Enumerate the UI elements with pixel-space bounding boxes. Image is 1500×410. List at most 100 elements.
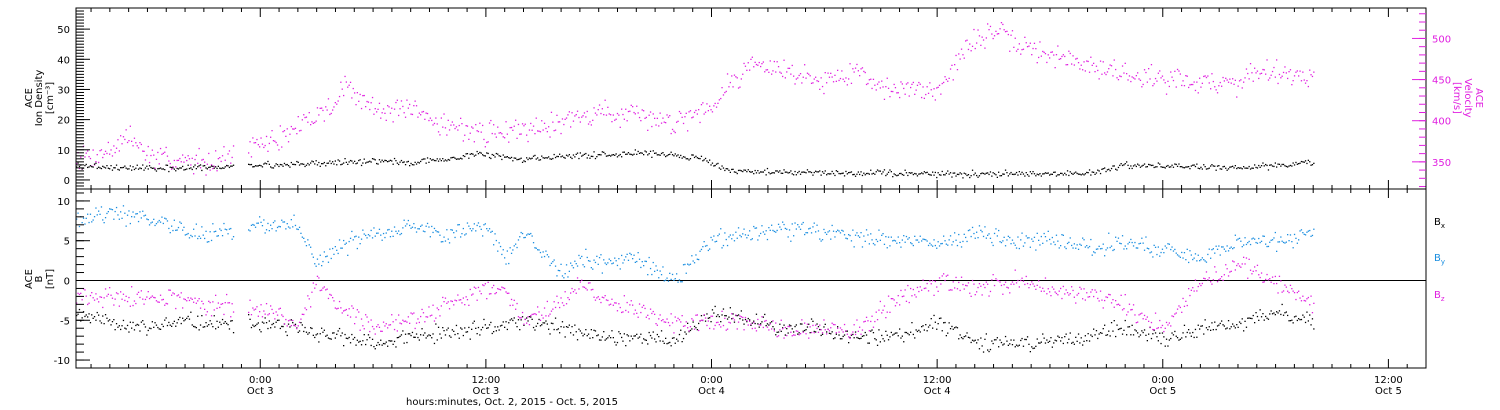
data-point: [1201, 82, 1203, 84]
data-point: [938, 245, 941, 247]
data-point: [388, 340, 390, 342]
data-point: [188, 167, 191, 170]
data-point: [1020, 279, 1022, 282]
data-point: [926, 86, 928, 88]
data-point: [630, 104, 632, 106]
data-point: [1192, 331, 1194, 334]
data-point: [925, 287, 927, 289]
data-point: [465, 125, 467, 127]
data-point: [528, 324, 531, 326]
data-point: [857, 337, 859, 339]
data-point: [868, 330, 870, 332]
data-point: [941, 275, 943, 277]
data-point: [406, 161, 408, 163]
data-point: [899, 304, 901, 306]
data-point: [826, 233, 828, 235]
data-point: [1113, 59, 1115, 61]
data-point: [1223, 274, 1225, 276]
data-point: [619, 268, 621, 270]
data-point: [1094, 71, 1096, 73]
data-point: [1221, 320, 1223, 322]
data-point: [494, 233, 496, 235]
data-point: [879, 341, 881, 343]
data-point: [521, 232, 524, 235]
data-point: [758, 326, 760, 328]
data-point: [1047, 288, 1049, 290]
data-point: [151, 295, 153, 297]
data-point: [1204, 75, 1206, 77]
data-point: [890, 90, 892, 93]
data-point: [210, 165, 213, 167]
data-point: [76, 218, 78, 220]
data-point: [984, 338, 986, 340]
data-point: [1164, 82, 1166, 84]
data-point: [1079, 286, 1081, 288]
velocity-axis-tick-label: 400: [1432, 117, 1451, 128]
data-point: [355, 344, 357, 346]
data-point: [565, 154, 568, 156]
data-point: [721, 247, 723, 249]
data-point: [325, 335, 327, 337]
data-point: [782, 328, 784, 330]
data-point: [1200, 86, 1202, 88]
data-point: [1258, 77, 1260, 80]
data-point: [226, 322, 228, 325]
data-point: [1234, 234, 1236, 236]
data-point: [1145, 71, 1147, 74]
data-point: [780, 72, 782, 74]
data-point: [515, 308, 517, 310]
data-point: [1215, 89, 1217, 91]
data-point: [263, 163, 265, 165]
data-point: [1240, 322, 1242, 325]
data-point: [479, 151, 481, 154]
data-point: [527, 140, 529, 143]
data-point: [1149, 252, 1151, 254]
data-point: [517, 158, 520, 161]
data-point: [362, 95, 364, 97]
data-point: [572, 120, 575, 122]
data-point: [414, 336, 416, 338]
data-point: [784, 227, 786, 230]
data-point: [548, 328, 550, 330]
data-point: [1271, 239, 1274, 241]
data-point: [980, 229, 982, 231]
data-point: [662, 340, 664, 342]
data-point: [205, 167, 207, 169]
data-point: [711, 239, 714, 241]
data-point: [272, 322, 275, 325]
data-point: [1131, 76, 1133, 78]
data-point: [161, 153, 163, 155]
data-point: [634, 149, 636, 151]
data-point: [865, 83, 868, 86]
data-point: [1080, 288, 1082, 290]
data-point: [601, 108, 603, 110]
data-point: [740, 170, 742, 172]
data-point: [187, 164, 189, 166]
data-point: [400, 100, 403, 102]
data-point: [867, 234, 869, 236]
data-point: [275, 141, 277, 144]
data-point: [1094, 289, 1096, 291]
data-point: [421, 158, 423, 161]
data-point: [698, 258, 700, 261]
data-point: [82, 217, 85, 219]
data-point: [1015, 50, 1018, 52]
data-point: [177, 159, 180, 161]
data-point: [655, 341, 657, 343]
data-point: [826, 333, 828, 335]
data-point: [290, 125, 292, 128]
data-point: [649, 308, 652, 310]
data-point: [125, 295, 127, 297]
data-point: [539, 325, 542, 327]
data-point: [367, 321, 370, 323]
data-point: [1116, 77, 1118, 79]
data-point: [205, 230, 207, 232]
data-point: [797, 330, 799, 332]
data-point: [85, 163, 87, 166]
data-point: [1098, 300, 1100, 302]
data-point: [728, 86, 730, 88]
data-point: [1126, 334, 1128, 336]
data-point: [187, 155, 189, 157]
data-point: [122, 205, 125, 207]
